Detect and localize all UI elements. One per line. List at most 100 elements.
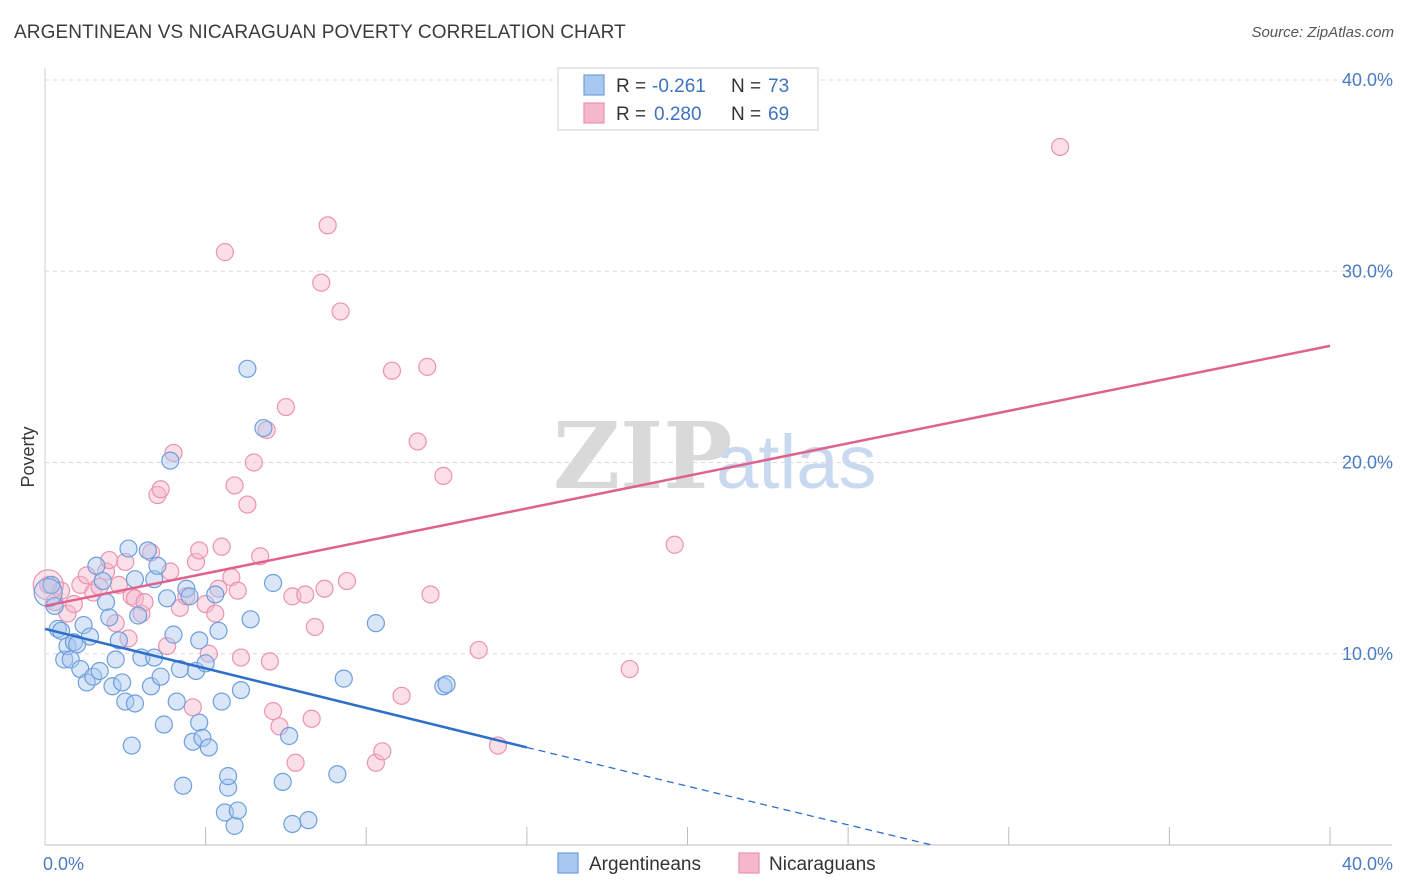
axes (44, 68, 1392, 846)
x-tick-label-1: 40.0% (1342, 854, 1393, 874)
point-nicaraguans-51 (302, 709, 321, 728)
legend-top: R = -0.261 N = 73 R = 0.280 N = 69 (557, 67, 819, 131)
legend-swatch-pink (583, 102, 605, 124)
point-nicaraguans-33 (209, 579, 228, 598)
point-argentineans-48 (193, 728, 212, 748)
point-nicaraguans-46 (270, 717, 289, 736)
point-nicaraguans-63 (418, 357, 437, 376)
point-argentineans-10 (74, 615, 93, 635)
point-argentineans-54 (212, 692, 231, 711)
point-argentineans-16 (93, 571, 112, 591)
point-argentineans-62 (241, 610, 260, 629)
point-nicaraguans-64 (421, 585, 440, 604)
point-nicaraguans-38 (228, 581, 247, 600)
point-argentineans-47 (190, 713, 209, 732)
point-argentineans-45 (183, 732, 202, 751)
point-argentineans-36 (154, 715, 173, 734)
point-argentineans-68 (299, 811, 318, 830)
point-nicaraguans-55 (318, 216, 337, 235)
point-argentineans-30 (138, 541, 157, 560)
legend-bottom: Argentineans Nicaraguans (557, 852, 876, 875)
point-argentineans-38 (161, 451, 180, 470)
legend-r-value-pink: 0.280 (654, 104, 702, 125)
point-nicaraguans-65 (434, 466, 453, 485)
point-nicaraguans-53 (312, 273, 331, 292)
point-nicaraguans-56 (331, 302, 350, 321)
point-argentineans-59 (228, 801, 247, 820)
watermark: ZIP atlas (553, 402, 877, 510)
x-tick-labels: 0.0% 40.0% (43, 854, 1393, 874)
point-nicaraguans-66 (469, 640, 488, 660)
point-nicaraguans-40 (238, 495, 257, 514)
y-axis-label: Poverty (18, 426, 38, 487)
point-argentineans-25 (122, 736, 141, 755)
legend-bottom-label-pink: Nicaraguans (769, 854, 876, 875)
point-argentineans-21 (109, 631, 128, 650)
trend-line-argentineans (44, 627, 528, 749)
point-argentineans-14 (87, 556, 106, 575)
point-argentineans-39 (164, 625, 183, 644)
y-tick-label-0: 10.0% (1342, 644, 1393, 664)
point-argentineans-42 (174, 776, 193, 795)
point-nicaraguans-45 (263, 702, 283, 721)
point-nicaraguans-31 (199, 644, 218, 663)
legend-swatch-blue (583, 74, 605, 96)
point-nicaraguans-6 (77, 566, 96, 585)
point-argentineans-69 (328, 765, 347, 784)
point-argentineans-20 (106, 650, 125, 669)
point-argentineans-65 (273, 772, 292, 791)
point-argentineans-64 (263, 573, 283, 593)
grid-lines (45, 79, 1392, 655)
legend-bottom-swatch-pink (738, 852, 760, 874)
point-argentineans-6 (61, 650, 80, 669)
point-nicaraguans-29 (190, 541, 209, 560)
legend-r-label-blue: R = (616, 76, 646, 97)
point-argentineans-57 (219, 767, 238, 786)
point-nicaraguans-34 (212, 537, 231, 556)
point-argentineans-72 (434, 677, 453, 696)
point-argentineans-19 (103, 677, 122, 696)
point-argentineans-18 (100, 608, 119, 627)
chart-title: ARGENTINEAN VS NICARAGUAN POVERTY CORREL… (14, 22, 626, 43)
point-argentineans-58 (225, 816, 244, 835)
point-nicaraguans-21 (151, 480, 170, 499)
watermark-atlas: atlas (716, 420, 877, 505)
x-tick-label-0: 0.0% (43, 854, 84, 874)
point-argentineans-24 (119, 539, 138, 558)
point-nicaraguans-62 (408, 432, 427, 451)
legend-n-label-pink: N = (731, 104, 761, 125)
point-argentineans-27 (125, 570, 145, 589)
watermark-zip: ZIP (553, 402, 732, 510)
point-nicaraguans-27 (183, 698, 202, 717)
point-argentineans-70 (334, 669, 353, 688)
point-nicaraguans-70 (1051, 137, 1070, 157)
points-nicaraguans (32, 137, 1070, 772)
legend-n-label-blue: N = (731, 76, 761, 97)
point-nicaraguans-44 (260, 652, 279, 671)
point-nicaraguans-41 (244, 453, 263, 472)
point-nicaraguans-20 (148, 485, 167, 505)
point-nicaraguans-68 (620, 659, 639, 679)
point-argentineans-52 (206, 585, 225, 604)
point-nicaraguans-50 (296, 585, 315, 604)
point-argentineans-4 (55, 650, 74, 669)
point-argentineans-67 (283, 814, 302, 834)
point-argentineans-60 (231, 680, 251, 700)
point-argentineans-33 (148, 556, 167, 575)
point-argentineans-61 (238, 359, 257, 378)
point-nicaraguans-28 (186, 552, 206, 572)
point-nicaraguans-61 (392, 686, 411, 705)
point-nicaraguans-57 (337, 571, 357, 591)
trend-lines (44, 344, 1331, 846)
point-nicaraguans-16 (125, 589, 145, 608)
point-nicaraguans-9 (96, 562, 116, 581)
point-argentineans-15 (90, 661, 109, 681)
legend-bottom-label-blue: Argentineans (589, 854, 701, 875)
point-nicaraguans-30 (196, 594, 215, 614)
legend-bottom-swatch-blue (557, 852, 579, 874)
point-argentineans-28 (129, 606, 148, 625)
point-nicaraguans-22 (157, 636, 177, 656)
point-argentineans-53 (209, 621, 228, 640)
point-nicaraguans-32 (206, 604, 225, 623)
